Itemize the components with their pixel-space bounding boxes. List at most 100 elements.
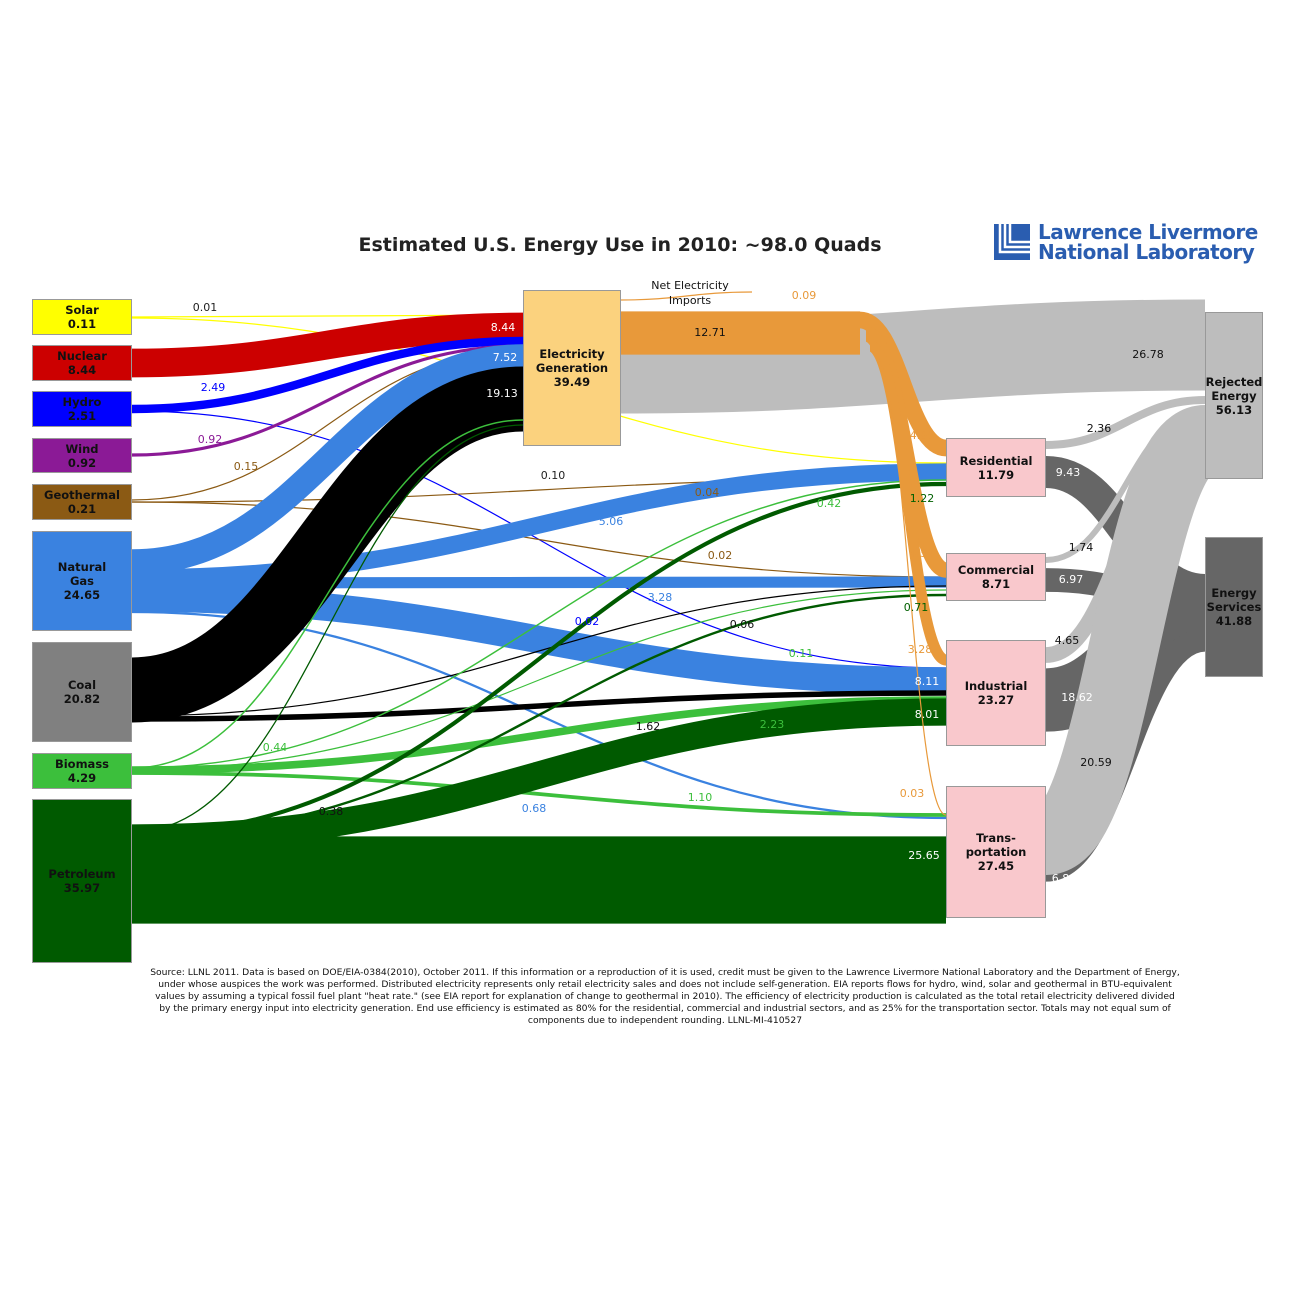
flow-label-natural-gas-to-electricity-generation: 7.52 <box>493 351 518 364</box>
flow-label-natural-gas-to-transportation: 0.68 <box>522 802 547 815</box>
flow-petroleum-to-electricity-generation <box>131 424 524 833</box>
flow-petroleum-to-industrial <box>131 698 947 852</box>
node-biomass: Biomass 4.29 <box>32 753 132 789</box>
node-coal: Coal 20.82 <box>32 642 132 742</box>
flow-label-hydro-to-electricity-generation: 2.49 <box>201 381 226 394</box>
node-solar: Solar 0.11 <box>32 299 132 335</box>
flow-label-net-electricity-imports-to-electricity-generation: 0.09 <box>792 289 817 302</box>
flow-petroleum-to-residential <box>131 481 947 837</box>
flow-residential-to-rejected-energy <box>1045 395 1206 450</box>
flow-label-biomass-to-industrial: 2.23 <box>760 718 785 731</box>
node-residential-label: Residential <box>959 453 1033 468</box>
node-commercial: Commercial 8.71 <box>946 553 1046 601</box>
node-commercial-value: 8.71 <box>981 577 1011 591</box>
node-solar-label: Solar <box>65 303 99 317</box>
flow-label-petroleum-to-transportation: 25.65 <box>908 849 940 862</box>
flow-label-transportation-to-energy-services: 6.86 <box>1052 872 1077 885</box>
flow-coal-to-commercial <box>131 585 947 717</box>
flow-label-coal-to-industrial: 1.62 <box>636 720 661 733</box>
flow-transportation-to-rejected-energy <box>1034 404 1217 876</box>
flow-natural-gas-to-electricity-generation <box>131 344 524 575</box>
flow-label-residential-to-rejected-energy: 2.36 <box>1087 422 1112 435</box>
flow-label-electricity-generation-to-industrial: 3.28 <box>908 643 933 656</box>
node-residential: Residential 11.79 <box>946 438 1046 497</box>
flow-label-solar-to-electricity-generation: 0.01 <box>193 301 218 314</box>
node-electricity-generation-label: Electricity Generation <box>535 347 609 375</box>
node-nuclear-value: 8.44 <box>67 363 97 377</box>
flow-label-wind-to-electricity-generation: 0.92 <box>198 433 223 446</box>
node-industrial-label: Industrial <box>964 679 1028 693</box>
node-geothermal: Geothermal 0.21 <box>32 484 132 520</box>
source-note: Source: LLNL 2011. Data is based on DOE/… <box>150 967 1180 1026</box>
node-rejected-energy-value: 56.13 <box>1215 402 1253 417</box>
flow-label-biomass-to-residential: 0.42 <box>817 497 842 510</box>
node-natural-gas-label: Natural Gas <box>57 560 107 588</box>
node-geothermal-label: Geothermal <box>44 488 120 502</box>
node-geothermal-value: 0.21 <box>67 502 97 516</box>
flow-label-electricity-generation-to-sectors: 12.71 <box>694 326 726 339</box>
flow-label-natural-gas-to-industrial: 8.11 <box>915 675 940 688</box>
flow-label-petroleum-to-commercial: 0.71 <box>904 601 929 614</box>
flow-label-nuclear-to-electricity-generation: 8.44 <box>491 321 516 334</box>
net-imports-label: Net Electricity Imports <box>651 279 729 307</box>
flow-label-biomass-to-transportation: 1.10 <box>688 791 713 804</box>
flow-coal-to-electricity-generation <box>130 366 525 723</box>
node-rejected-energy: Rejected Energy 56.13 <box>1205 312 1263 479</box>
flow-label-geothermal-to-commercial: 0.02 <box>708 549 733 562</box>
flow-electricity-generation-to-rejected-energy <box>620 299 1206 414</box>
node-rejected-energy-label: Rejected Energy <box>1205 374 1263 403</box>
flow-electricity-generation-to-residential <box>858 311 948 457</box>
logo-line-1: Lawrence Livermore <box>1038 220 1258 244</box>
node-solar-value: 0.11 <box>67 317 97 331</box>
flow-label-petroleum-to-residential: 1.22 <box>910 492 935 505</box>
node-coal-label: Coal <box>67 678 97 692</box>
node-petroleum: Petroleum 35.97 <box>32 799 132 963</box>
flow-wind-to-electricity-generation <box>131 344 524 457</box>
flow-electricity-generation-to-transportation <box>872 353 947 816</box>
flow-hydro-to-electricity-generation <box>131 336 524 414</box>
node-petroleum-value: 35.97 <box>63 881 101 895</box>
flow-label-natural-gas-to-commercial: 3.28 <box>648 591 673 604</box>
node-industrial-value: 23.27 <box>977 693 1015 707</box>
node-trans-portation-label: Trans- portation <box>965 831 1027 859</box>
flow-label-geothermal-to-electricity-generation: 0.15 <box>234 460 259 473</box>
flow-biomass-to-transportation <box>131 771 947 817</box>
node-natural-gas-value: 24.65 <box>63 588 101 602</box>
node-residential-value: 11.79 <box>977 467 1015 482</box>
flow-label-coal-to-commercial: 0.06 <box>730 618 755 631</box>
flow-natural-gas-to-commercial <box>131 576 947 589</box>
node-coal-value: 20.82 <box>63 692 101 706</box>
node-nuclear: Nuclear 8.44 <box>32 345 132 381</box>
flow-label-industrial-to-energy-services: 18.62 <box>1061 691 1093 704</box>
node-trans-portation-value: 27.45 <box>977 859 1015 873</box>
node-hydro: Hydro 2.51 <box>32 391 132 427</box>
flow-electricity-generation-to-industrial <box>867 340 949 666</box>
flow-biomass-to-residential <box>131 479 947 769</box>
logo-line-2: National Laboratory <box>1038 240 1255 264</box>
llnl-logo: Lawrence Livermore National Laboratory <box>994 222 1258 262</box>
flow-biomass-to-commercial <box>131 589 947 771</box>
flow-coal-to-industrial <box>131 690 947 722</box>
flow-label-electricity-generation-to-transportation: 0.03 <box>900 787 925 800</box>
llnl-logo-icon <box>994 224 1030 260</box>
flow-biomass-to-electricity-generation <box>131 419 524 769</box>
flow-label-biomass-to-commercial: 0.11 <box>789 647 814 660</box>
flow-label-industrial-to-rejected-energy: 4.65 <box>1055 634 1080 647</box>
node-wind-label: Wind <box>65 441 99 456</box>
flow-label-biomass-to-electricity-generation: 0.44 <box>263 741 288 754</box>
node-energy-services-value: 41.88 <box>1215 614 1253 628</box>
node-biomass-value: 4.29 <box>67 771 97 785</box>
flow-label-residential-to-energy-services: 9.43 <box>1056 466 1081 479</box>
diagram-title: Estimated U.S. Energy Use in 2010: ~98.0… <box>358 234 882 256</box>
node-energy-services: Energy Services 41.88 <box>1205 537 1263 677</box>
node-industrial: Industrial 23.27 <box>946 640 1046 746</box>
node-biomass-label: Biomass <box>54 757 110 771</box>
flow-label-natural-gas-to-residential: 5.06 <box>599 515 624 528</box>
flow-label-solar-to-residential: 0.10 <box>541 469 566 482</box>
node-electricity-generation-value: 39.49 <box>553 375 591 389</box>
node-trans-portation: Trans- portation 27.45 <box>946 786 1046 918</box>
flow-label-commercial-to-energy-services: 6.97 <box>1059 573 1084 586</box>
flow-label-electricity-generation-to-rejected-energy: 26.78 <box>1132 348 1164 361</box>
flow-nuclear-to-electricity-generation <box>131 312 524 378</box>
